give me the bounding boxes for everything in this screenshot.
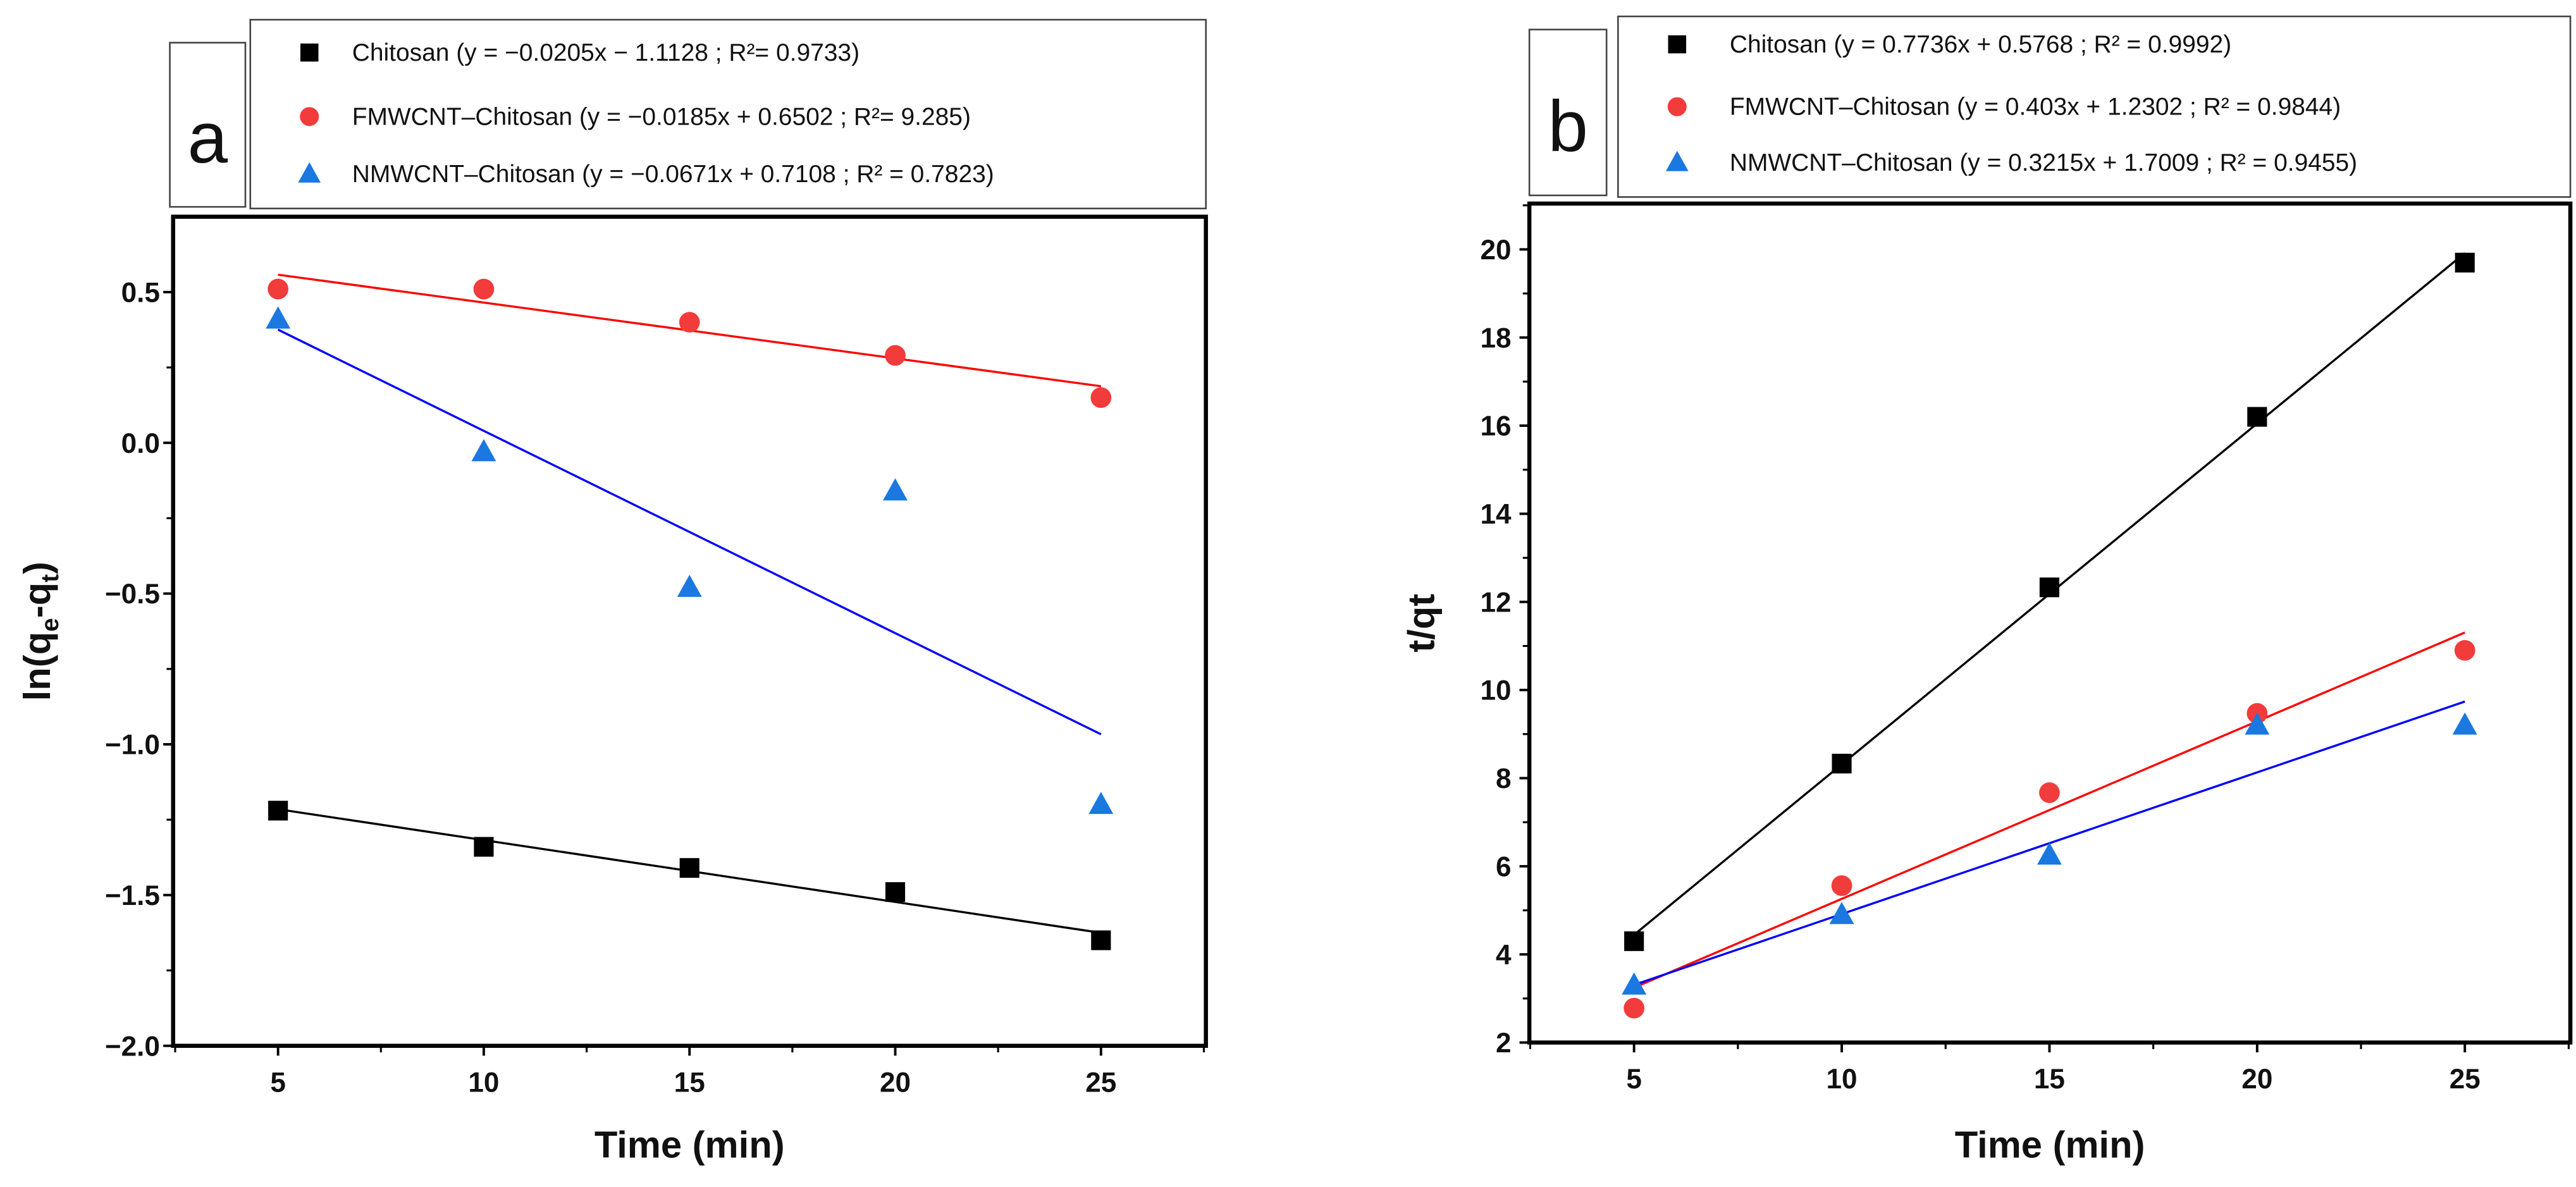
data-point-triangle <box>1829 902 1854 925</box>
data-point-circle <box>679 312 700 333</box>
y-tick-label: 12 <box>1480 587 1511 618</box>
data-point-triangle <box>2452 712 2477 735</box>
data-point-triangle <box>677 574 702 597</box>
legend-marker-circle-icon <box>300 107 319 126</box>
legend-box <box>249 18 1207 210</box>
y-tick-label: 2 <box>1496 1028 1512 1059</box>
plot-frame <box>171 214 1208 1048</box>
data-point-square <box>1091 930 1111 950</box>
data-point-circle <box>2454 640 2475 661</box>
fit-line-2 <box>277 328 1102 735</box>
y-tick-label: 8 <box>1496 763 1512 794</box>
panel-label-box <box>169 42 247 208</box>
data-point-square <box>474 837 494 857</box>
y-tick-label: −1.0 <box>105 730 160 761</box>
y-axis-title-part: ) <box>16 562 58 574</box>
legend-marker-circle-icon <box>1667 97 1687 116</box>
panel-label: a <box>187 98 228 178</box>
data-point-circle <box>2039 782 2060 803</box>
data-point-triangle <box>1088 792 1114 815</box>
data-point-square <box>679 858 699 878</box>
y-tick-label: 0.5 <box>121 277 160 308</box>
legend-entry: FMWCNT–Chitosan (y = −0.0185x + 0.6502 ;… <box>352 103 971 130</box>
data-point-triangle <box>2245 712 2270 735</box>
chart-panel-a: a Chitosan (y = −0.0205x − 1.1128 ; R²= 0… <box>16 18 1208 1165</box>
y-tick-label: 20 <box>1480 235 1511 266</box>
y-tick-label: −2.0 <box>105 1031 160 1062</box>
legend-entry: Chitosan (y = −0.0205x − 1.1128 ; R²= 0.… <box>352 39 860 66</box>
y-axis-title-part: e <box>37 618 64 632</box>
data-point-triangle <box>2037 842 2062 865</box>
legend-marker-triangle-icon <box>298 162 321 183</box>
chart-panel-b: b Chitosan (y = 0.7736x + 0.5768 ; R² = 0… <box>1400 15 2573 1165</box>
data-point-circle <box>1831 875 1852 896</box>
data-point-circle <box>1624 997 1645 1019</box>
plot-frame <box>1527 201 2573 1045</box>
x-tick-label: 10 <box>468 1067 499 1098</box>
data-point-triangle <box>883 478 908 501</box>
data-point-circle <box>1090 387 1112 409</box>
y-tick-label: −0.5 <box>105 579 160 610</box>
x-tick-label: 25 <box>2450 1064 2480 1095</box>
data-point-circle <box>885 345 906 366</box>
y-tick-label: 18 <box>1480 323 1511 354</box>
data-point-triangle <box>471 439 496 462</box>
data-point-circle <box>473 278 495 300</box>
panel-label-box <box>1528 28 1608 197</box>
y-tick-label: 6 <box>1496 851 1512 882</box>
legend-entry: NMWCNT–Chitosan (y = −0.0671x + 0.7108 ;… <box>352 161 994 188</box>
y-axis-title-part: -q <box>16 582 58 618</box>
y-axis-title-part: ln(q <box>16 632 58 701</box>
y-tick-label: 16 <box>1480 411 1511 442</box>
x-axis-title: Time (min) <box>1955 1123 2145 1165</box>
data-point-circle <box>268 278 288 300</box>
y-tick-label: 14 <box>1480 499 1512 530</box>
x-tick-label: 5 <box>270 1067 286 1098</box>
legend-marker-square-icon <box>300 43 319 62</box>
data-point-square <box>1832 753 1852 774</box>
x-axis-title: Time (min) <box>595 1123 785 1165</box>
x-tick-label: 15 <box>2034 1064 2065 1095</box>
y-tick-label: 10 <box>1480 675 1511 706</box>
y-tick-label: 4 <box>1496 940 1512 971</box>
panel-label: b <box>1548 87 1588 167</box>
legend-entry: FMWCNT–Chitosan (y = 0.403x + 1.2302 ; R… <box>1730 94 2341 121</box>
legend-box <box>1617 15 2572 198</box>
data-point-square <box>1624 931 1644 951</box>
x-tick-label: 5 <box>1626 1064 1642 1095</box>
legend-entry: Chitosan (y = 0.7736x + 0.5768 ; R² = 0.… <box>1730 31 2231 58</box>
data-point-triangle <box>1622 972 1647 995</box>
x-tick-label: 20 <box>880 1067 911 1098</box>
y-axis-title-part: t <box>37 574 64 582</box>
legend: Chitosan (y = 0.7736x + 0.5768 ; R² = 0.… <box>1617 15 2572 198</box>
data-point-square <box>2039 577 2060 598</box>
x-tick-label: 15 <box>674 1067 705 1098</box>
x-tick-label: 25 <box>1085 1067 1116 1098</box>
legend-entry: NMWCNT–Chitosan (y = 0.3215x + 1.7009 ; … <box>1730 149 2357 176</box>
legend-marker-square-icon <box>1668 35 1687 54</box>
data-point-triangle <box>266 306 291 329</box>
data-point-square <box>2455 252 2475 273</box>
data-point-square <box>268 801 288 821</box>
data-point-square <box>2247 407 2267 427</box>
legend: Chitosan (y = −0.0205x − 1.1128 ; R²= 0.… <box>249 18 1207 210</box>
fit-line-1 <box>1633 631 2465 989</box>
y-axis-title: ln(qe-qt) <box>16 562 64 701</box>
x-tick-label: 10 <box>1826 1064 1857 1095</box>
y-tick-label: 0.0 <box>121 428 160 459</box>
data-point-square <box>885 882 906 902</box>
legend-marker-triangle-icon <box>1665 151 1689 171</box>
y-tick-label: −1.5 <box>105 880 160 911</box>
y-axis-title: t/qt <box>1400 594 1443 653</box>
x-tick-label: 20 <box>2241 1064 2272 1095</box>
